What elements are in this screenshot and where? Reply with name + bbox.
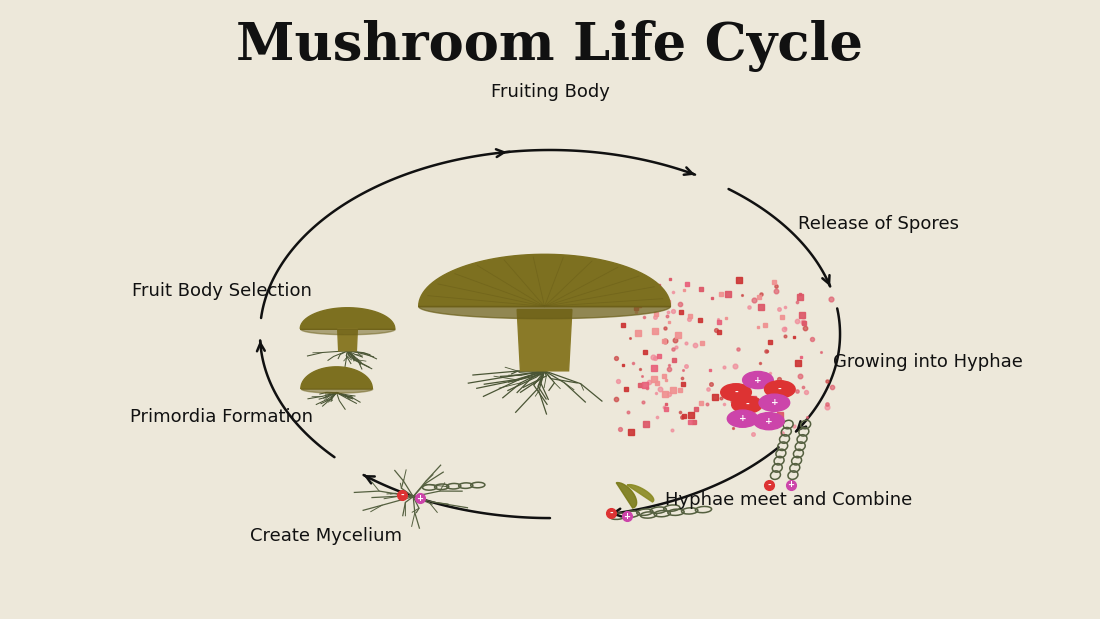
Text: -: - [778, 385, 782, 394]
Polygon shape [517, 310, 572, 371]
Polygon shape [419, 306, 670, 319]
Text: -: - [609, 509, 613, 517]
Circle shape [759, 394, 790, 412]
Text: +: + [788, 480, 794, 490]
Text: Create Mycelium: Create Mycelium [250, 527, 402, 545]
Polygon shape [616, 483, 637, 508]
Text: Fruit Body Selection: Fruit Body Selection [132, 282, 311, 300]
Text: Fruiting Body: Fruiting Body [491, 83, 609, 101]
Text: +: + [416, 494, 424, 503]
Polygon shape [338, 329, 358, 351]
Text: Primordia Formation: Primordia Formation [130, 408, 314, 426]
Text: +: + [623, 512, 630, 521]
Polygon shape [627, 485, 653, 502]
Text: +: + [766, 417, 772, 426]
Polygon shape [300, 308, 395, 329]
Text: -: - [767, 480, 771, 490]
Circle shape [742, 371, 773, 389]
Text: +: + [770, 398, 778, 407]
Text: Growing into Hyphae: Growing into Hyphae [833, 353, 1023, 371]
Text: Release of Spores: Release of Spores [798, 215, 959, 233]
Text: +: + [739, 414, 747, 423]
Text: Hyphae meet and Combine: Hyphae meet and Combine [666, 491, 912, 509]
Text: -: - [745, 400, 749, 409]
Circle shape [727, 410, 758, 427]
Circle shape [754, 412, 784, 430]
Circle shape [764, 381, 795, 398]
Polygon shape [419, 254, 670, 306]
Circle shape [720, 384, 751, 401]
Polygon shape [301, 367, 372, 389]
Circle shape [732, 396, 762, 413]
Text: Mushroom Life Cycle: Mushroom Life Cycle [236, 20, 864, 72]
Text: -: - [400, 491, 404, 500]
Text: -: - [734, 388, 738, 397]
Text: +: + [755, 376, 762, 384]
